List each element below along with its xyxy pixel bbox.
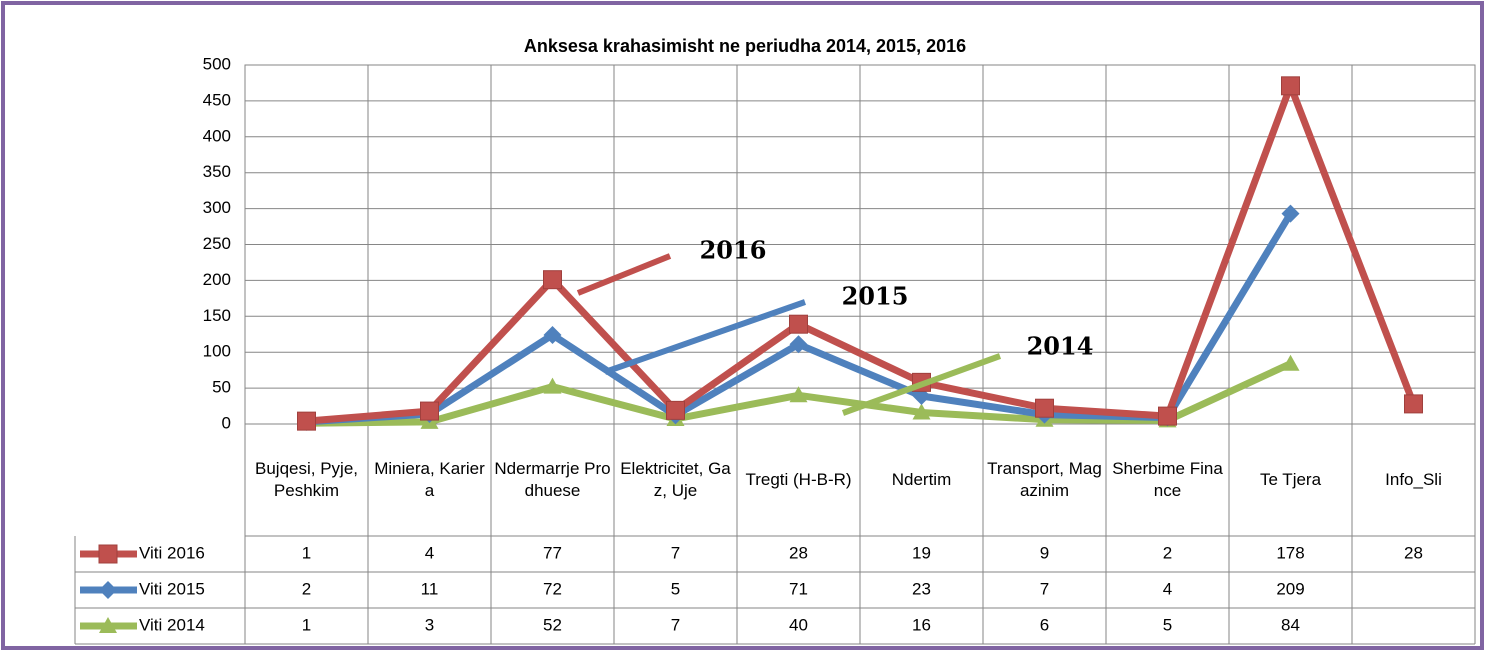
table-value: 40 [789, 615, 808, 634]
data-point [1035, 398, 1054, 418]
y-tick-label: 100 [203, 342, 231, 361]
data-point [1281, 204, 1300, 223]
category-cell: Ndermarrje Prodhuese [494, 459, 611, 500]
table-value: 4 [1163, 579, 1172, 598]
y-tick-label: 200 [203, 270, 231, 289]
x-tick-label: Te Tjera [1259, 470, 1322, 489]
table-value: 7 [671, 615, 680, 634]
table-value: 5 [671, 579, 680, 598]
table-value: 6 [1040, 615, 1049, 634]
y-tick-label: 50 [212, 378, 231, 397]
data-point [1281, 354, 1300, 371]
legend-label: Viti 2014 [139, 615, 205, 634]
data-point [1158, 406, 1177, 426]
x-tick-label: Miniera, Kariera [374, 459, 485, 500]
annotation: 2016 [700, 236, 767, 265]
category-cell: Miniera, Kariera [374, 459, 485, 500]
x-tick-label: Bujqesi, Pyje, Peshkim [255, 459, 358, 500]
table-value: 2 [302, 579, 311, 598]
x-tick-label: Tregti (H-B-R) [745, 470, 852, 489]
data-point [543, 377, 562, 394]
x-tick-label: Info_Sli [1385, 470, 1442, 489]
table-value: 7 [1040, 579, 1049, 598]
data-point [1404, 394, 1423, 414]
table-value: 28 [1404, 543, 1423, 562]
table-value: 72 [543, 579, 562, 598]
table-value: 3 [425, 615, 434, 634]
data-point [666, 400, 685, 420]
data-point [789, 386, 808, 403]
annotation: 2015 [842, 282, 909, 311]
annotation-line [841, 353, 1002, 416]
category-cell: Info_Sli [1385, 470, 1442, 489]
legend-marker [99, 581, 117, 599]
category-cell: Ndertim [891, 470, 952, 489]
y-tick-label: 300 [203, 198, 231, 217]
table-value: 209 [1276, 579, 1304, 598]
legend-label: Viti 2015 [139, 579, 205, 598]
annotation: 2014 [1027, 332, 1094, 361]
y-tick-label: 500 [203, 54, 231, 73]
legend-label: Viti 2016 [139, 543, 205, 562]
annotation-line [604, 299, 806, 375]
y-tick-label: 0 [222, 413, 231, 432]
category-cell: Bujqesi, Pyje, Peshkim [255, 459, 358, 500]
table-value: 7 [671, 543, 680, 562]
category-cell: Tregti (H-B-R) [745, 470, 852, 489]
data-point [1281, 76, 1300, 96]
data-point [543, 270, 562, 290]
category-cell: Sherbime Finance [1112, 459, 1223, 500]
table-value: 11 [421, 579, 439, 598]
x-tick-label: Sherbime Finance [1112, 459, 1223, 500]
data-point [420, 401, 439, 421]
y-tick-label: 250 [203, 234, 231, 253]
category-cell: Te Tjera [1259, 470, 1322, 489]
data-point [543, 325, 562, 344]
table-value: 178 [1276, 543, 1304, 562]
table-value: 2 [1163, 543, 1172, 562]
series-line [306, 82, 1417, 425]
table-value: 23 [912, 579, 931, 598]
table-value: 28 [789, 543, 808, 562]
table-value: 84 [1281, 615, 1300, 634]
table-value: 16 [912, 615, 931, 634]
table-value: 9 [1040, 543, 1049, 562]
table-value: 77 [543, 543, 562, 562]
x-tick-label: Elektricitet, Gaz, Uje [620, 459, 731, 500]
table-value: 5 [1163, 615, 1172, 634]
x-tick-label: Transport, Magazinim [987, 459, 1102, 500]
table-value: 1 [302, 543, 311, 562]
table-value: 1 [302, 615, 311, 634]
data-point [297, 411, 316, 431]
y-tick-label: 350 [203, 162, 231, 181]
category-cell: Transport, Magazinim [987, 459, 1102, 500]
y-tick-label: 150 [203, 306, 231, 325]
table-value: 19 [912, 543, 931, 562]
y-tick-label: 450 [203, 90, 231, 109]
annotation-line [576, 253, 672, 296]
table-value: 4 [425, 543, 434, 562]
data-point [912, 403, 931, 420]
chart-title: Anksesa krahasimisht ne periudha 2014, 2… [524, 36, 966, 56]
data-point [789, 314, 808, 334]
table-value: 71 [789, 579, 808, 598]
x-tick-label: Ndermarrje Prodhuese [494, 459, 611, 500]
x-tick-label: Ndertim [891, 470, 952, 489]
category-cell: Elektricitet, Gaz, Uje [620, 459, 731, 500]
y-tick-label: 400 [203, 126, 231, 145]
legend-marker [98, 544, 118, 564]
data-point [789, 335, 808, 354]
plot-border [244, 64, 1476, 425]
legend-marker [99, 617, 117, 633]
table-value: 52 [543, 615, 562, 634]
